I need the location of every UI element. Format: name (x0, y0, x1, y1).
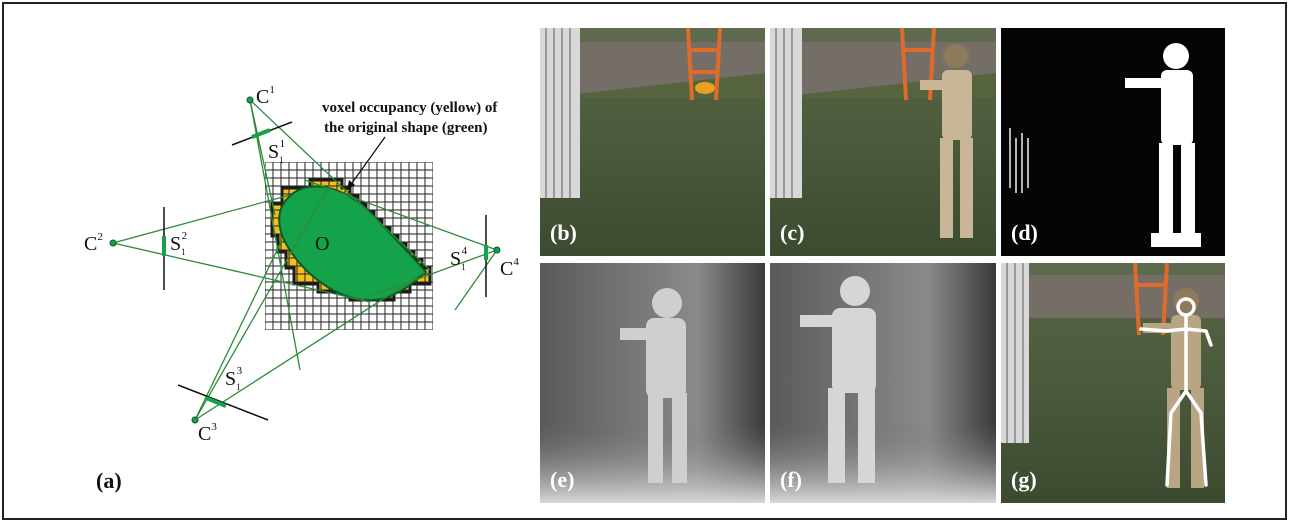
panel-c-label: (c) (780, 220, 805, 245)
panel-d-label: (d) (1011, 220, 1038, 245)
panel-c-frame-image: (c) (770, 28, 996, 256)
panel-b-background-image: (b) (540, 28, 765, 256)
camera-2-label: C2 (84, 231, 103, 255)
center-label: O (315, 233, 329, 255)
silhouette-4-label: S14 (450, 245, 468, 272)
original-shape (278, 185, 428, 302)
camera-3-label: C3 (198, 421, 217, 445)
silhouette-3-label: S13 (225, 365, 243, 392)
camera-centers (109, 96, 501, 424)
silhouette-segments (162, 128, 488, 408)
voxel-occupancy-diagram: voxel occupancy (yellow) of the original… (84, 84, 519, 445)
annotation-line-2: the original shape (green) (324, 120, 487, 136)
skeleton-overlay (1139, 297, 1213, 487)
panel-a-label: (a) (96, 468, 122, 493)
camera-1-label: C1 (256, 84, 275, 108)
panel-e-depth-image: (e) (540, 263, 765, 503)
annotation-line-1: voxel occupancy (yellow) of (322, 100, 498, 116)
panel-b-label: (b) (550, 220, 577, 245)
camera-4-label: C4 (500, 256, 519, 280)
panel-d-silhouette-image: (d) (1001, 28, 1225, 256)
panel-f-depth-image: (f) (770, 263, 996, 503)
panel-g-label: (g) (1011, 467, 1037, 492)
camera-rays (112, 99, 498, 421)
silhouette-1-label: S11 (268, 138, 285, 165)
panel-e-label: (e) (550, 467, 575, 492)
panel-f-label: (f) (780, 467, 802, 492)
annotation-pointer (346, 136, 386, 191)
silhouette-2-label: S12 (170, 230, 187, 257)
panel-g-skeleton-image: (g) (1001, 263, 1225, 503)
